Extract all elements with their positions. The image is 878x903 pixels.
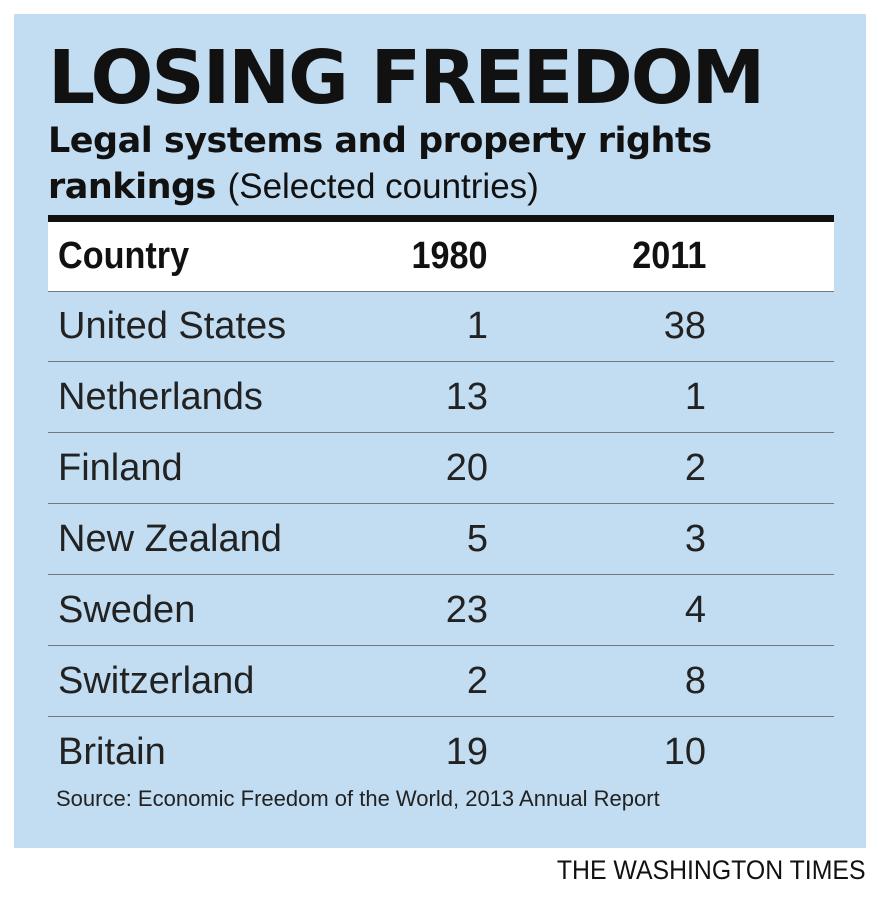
table-row: New Zealand 5 3 xyxy=(48,504,834,575)
subtitle-bold: Legal systems and property rights rankin… xyxy=(48,121,712,207)
cell-country: New Zealand xyxy=(58,518,282,560)
table-row: Finland 20 2 xyxy=(48,433,834,504)
subtitle-light: (Selected countries) xyxy=(227,167,539,206)
publisher-credit: THE WASHINGTON TIMES xyxy=(557,855,866,885)
cell-1980: 23 xyxy=(445,589,488,631)
cell-country: Netherlands xyxy=(58,376,263,418)
cell-1980: 13 xyxy=(445,376,488,418)
cell-country: Finland xyxy=(58,447,183,489)
cell-2011: 1 xyxy=(684,376,706,418)
cell-country: Switzerland xyxy=(58,660,255,702)
cell-2011: 38 xyxy=(663,305,706,347)
cell-1980: 20 xyxy=(445,447,488,489)
table-header: Country 1980 2011 xyxy=(48,222,834,292)
source-note: Source: Economic Freedom of the World, 2… xyxy=(56,786,660,811)
cell-2011: 3 xyxy=(684,518,706,560)
cell-2011: 2 xyxy=(684,447,706,489)
column-header-2011: 2011 xyxy=(631,235,706,277)
cell-2011: 10 xyxy=(663,731,706,773)
table-row: Britain 19 10 xyxy=(48,717,834,787)
cell-1980: 19 xyxy=(445,731,488,773)
chart-title: LOSING FREEDOM xyxy=(48,35,765,121)
cell-1980: 5 xyxy=(466,518,488,560)
table-row: Netherlands 13 1 xyxy=(48,362,834,433)
cell-2011: 4 xyxy=(684,589,706,631)
cell-country: Britain xyxy=(58,731,166,773)
table-row: United States 1 38 xyxy=(48,291,834,362)
cell-country: Sweden xyxy=(58,589,196,631)
column-header-1980: 1980 xyxy=(411,235,488,277)
graphic-panel xyxy=(14,14,866,848)
column-header-country: Country xyxy=(58,235,190,277)
header-rule xyxy=(48,215,834,222)
cell-1980: 2 xyxy=(466,660,488,702)
cell-country: United States xyxy=(58,305,287,347)
cell-2011: 8 xyxy=(684,660,706,702)
chart-subtitle: Legal systems and property rights rankin… xyxy=(48,118,808,210)
cell-1980: 1 xyxy=(466,305,488,347)
table-row: Switzerland 2 8 xyxy=(48,646,834,717)
table-row: Sweden 23 4 xyxy=(48,575,834,646)
